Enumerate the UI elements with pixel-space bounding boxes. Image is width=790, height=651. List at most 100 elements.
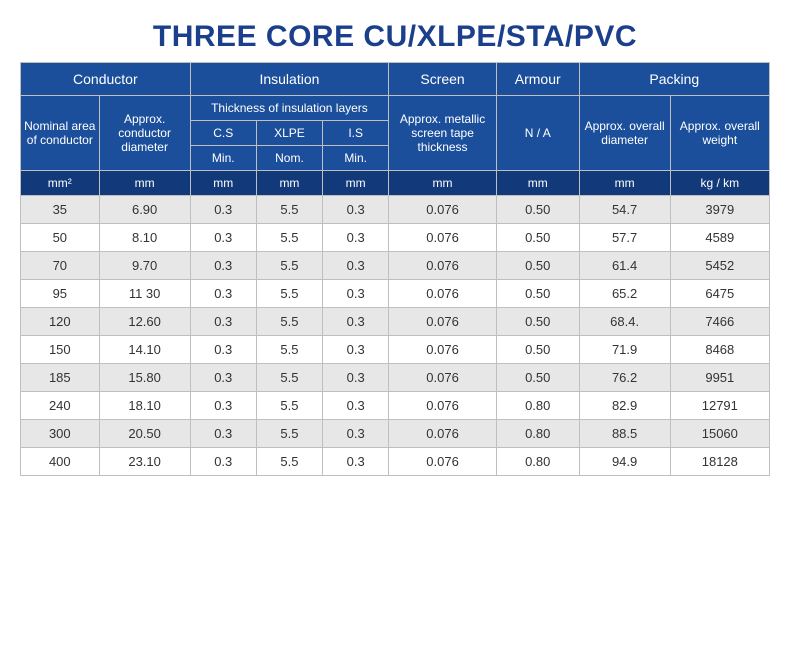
hdr-xlpe: XLPE [256,121,322,146]
cell-cs: 0.3 [190,196,256,224]
table-row: 9511 300.35.50.30.0760.5065.26475 [21,280,770,308]
cell-area: 300 [21,420,100,448]
cell-armour: 0.50 [496,336,579,364]
unit-conductor-dia: mm [99,171,190,196]
cell-armour: 0.50 [496,196,579,224]
cell-area: 95 [21,280,100,308]
cell-armour: 0.50 [496,364,579,392]
cell-is: 0.3 [323,420,389,448]
table-row: 24018.100.35.50.30.0760.8082.912791 [21,392,770,420]
cell-is: 0.3 [323,308,389,336]
cell-xlpe: 5.5 [256,392,322,420]
cell-is: 0.3 [323,196,389,224]
hdr-nominal-area: Nominal area of conductor [21,96,100,171]
cell-screen: 0.076 [389,252,497,280]
hdr-armour-sub: N / A [496,96,579,171]
cell-xlpe: 5.5 [256,252,322,280]
hdr-thickness-label: Thickness of insulation layers [190,96,389,121]
cell-armour: 0.50 [496,308,579,336]
cell-area: 70 [21,252,100,280]
cell-is: 0.3 [323,336,389,364]
cell-cs: 0.3 [190,364,256,392]
cell-screen: 0.076 [389,420,497,448]
hdr-is: I.S [323,121,389,146]
table-row: 40023.100.35.50.30.0760.8094.918128 [21,448,770,476]
cell-screen: 0.076 [389,280,497,308]
cell-armour: 0.50 [496,252,579,280]
cell-dia: 9.70 [99,252,190,280]
hdr-xlpe-nom: Nom. [256,146,322,171]
unit-overall-dia: mm [579,171,670,196]
cell-wt: 8468 [670,336,769,364]
cell-armour: 0.50 [496,224,579,252]
table-row: 18515.800.35.50.30.0760.5076.29951 [21,364,770,392]
cell-xlpe: 5.5 [256,364,322,392]
hdr-screen: Screen [389,63,497,96]
cell-dia: 8.10 [99,224,190,252]
cell-is: 0.3 [323,448,389,476]
cell-dia: 14.10 [99,336,190,364]
cell-od: 76.2 [579,364,670,392]
hdr-screen-sub: Approx. metallic screen tape thickness [389,96,497,171]
cell-armour: 0.80 [496,392,579,420]
cell-wt: 18128 [670,448,769,476]
cell-screen: 0.076 [389,196,497,224]
cell-od: 61.4 [579,252,670,280]
cell-od: 88.5 [579,420,670,448]
cell-od: 65.2 [579,280,670,308]
cell-is: 0.3 [323,252,389,280]
cell-xlpe: 5.5 [256,336,322,364]
unit-xlpe: mm [256,171,322,196]
unit-cs: mm [190,171,256,196]
page-title: THREE CORE CU/XLPE/STA/PVC [20,20,770,54]
cell-od: 82.9 [579,392,670,420]
table-row: 508.100.35.50.30.0760.5057.74589 [21,224,770,252]
cell-xlpe: 5.5 [256,224,322,252]
cell-cs: 0.3 [190,448,256,476]
hdr-overall-wt: Approx. overall weight [670,96,769,171]
cell-dia: 6.90 [99,196,190,224]
cell-screen: 0.076 [389,364,497,392]
cell-od: 54.7 [579,196,670,224]
cell-area: 50 [21,224,100,252]
cell-wt: 12791 [670,392,769,420]
cell-screen: 0.076 [389,308,497,336]
cell-dia: 12.60 [99,308,190,336]
unit-screen: mm [389,171,497,196]
hdr-packing: Packing [579,63,769,96]
cell-dia: 20.50 [99,420,190,448]
cell-xlpe: 5.5 [256,280,322,308]
table-row: 709.700.35.50.30.0760.5061.45452 [21,252,770,280]
cell-cs: 0.3 [190,336,256,364]
cell-dia: 18.10 [99,392,190,420]
cell-screen: 0.076 [389,448,497,476]
cell-cs: 0.3 [190,392,256,420]
cell-dia: 23.10 [99,448,190,476]
cell-wt: 6475 [670,280,769,308]
cell-area: 185 [21,364,100,392]
cell-xlpe: 5.5 [256,196,322,224]
spec-table: Conductor Insulation Screen Armour Packi… [20,62,770,476]
cell-screen: 0.076 [389,336,497,364]
cell-wt: 5452 [670,252,769,280]
hdr-overall-dia: Approx. overall diameter [579,96,670,171]
hdr-insulation: Insulation [190,63,389,96]
cell-area: 35 [21,196,100,224]
cell-cs: 0.3 [190,308,256,336]
unit-is: mm [323,171,389,196]
cell-area: 150 [21,336,100,364]
cell-armour: 0.80 [496,420,579,448]
cell-armour: 0.50 [496,280,579,308]
table-row: 12012.600.35.50.30.0760.5068.4.7466 [21,308,770,336]
hdr-cs: C.S [190,121,256,146]
cell-xlpe: 5.5 [256,420,322,448]
cell-xlpe: 5.5 [256,308,322,336]
cell-cs: 0.3 [190,420,256,448]
cell-area: 240 [21,392,100,420]
hdr-armour: Armour [496,63,579,96]
hdr-conductor: Conductor [21,63,191,96]
table-row: 30020.500.35.50.30.0760.8088.515060 [21,420,770,448]
unit-overall-wt: kg / km [670,171,769,196]
cell-screen: 0.076 [389,392,497,420]
cell-od: 94.9 [579,448,670,476]
